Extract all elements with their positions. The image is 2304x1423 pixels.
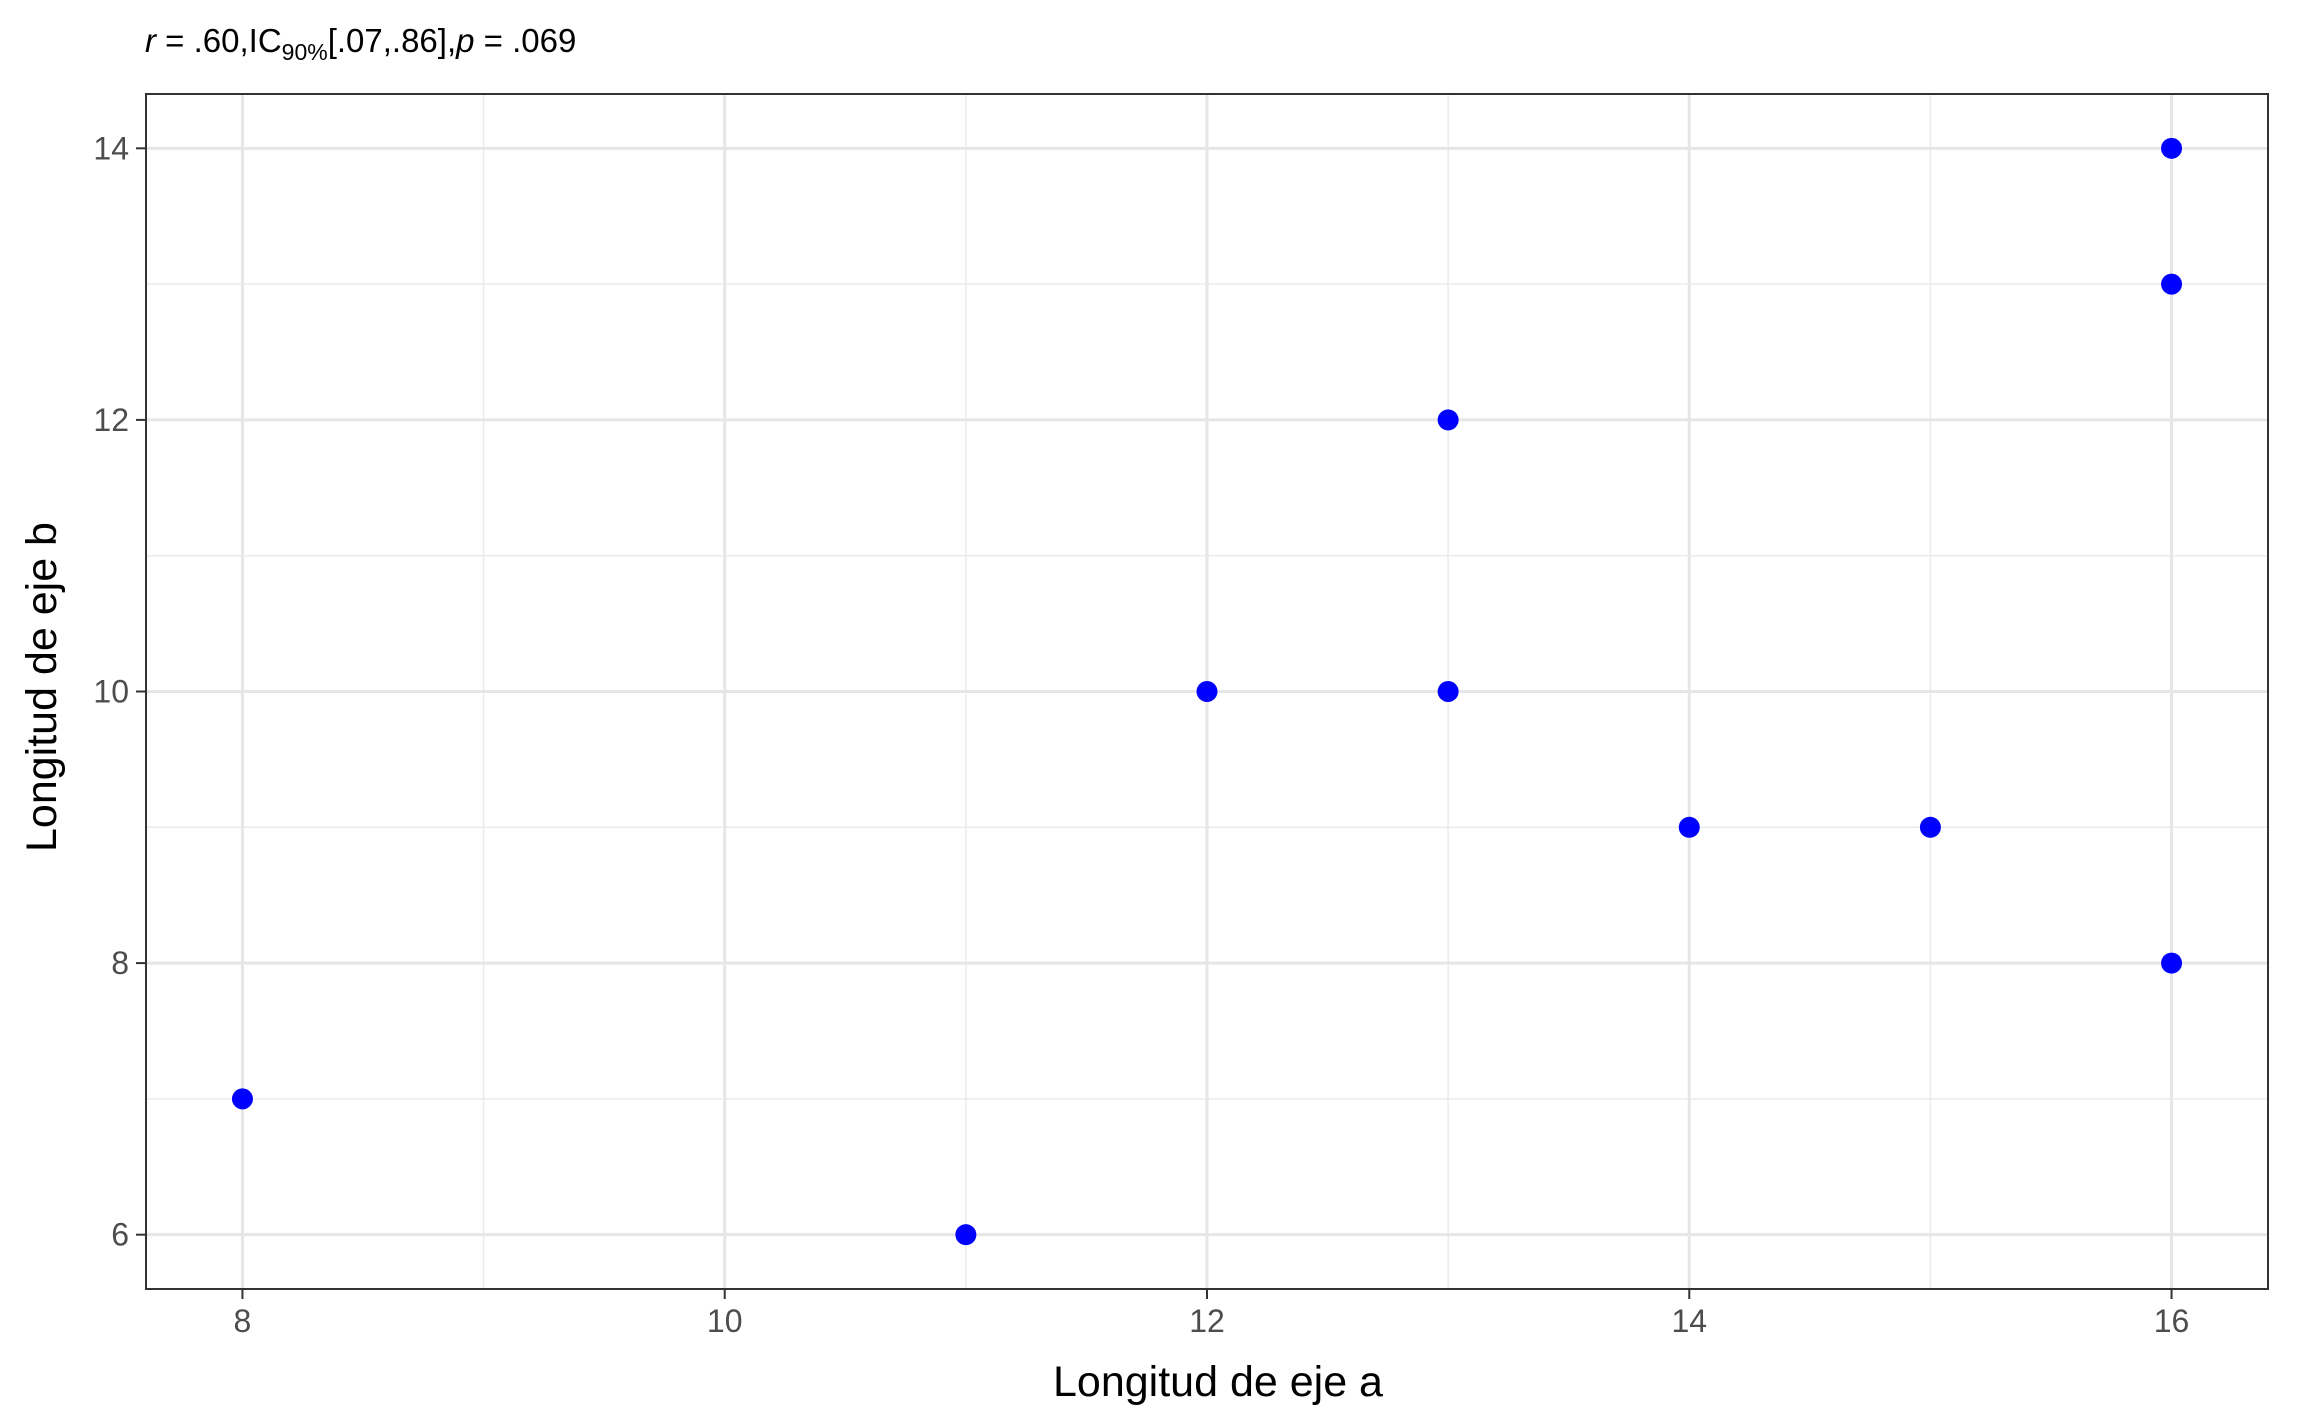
data-point [2161, 273, 2183, 295]
data-point [1196, 681, 1218, 702]
data-point [1437, 681, 1459, 702]
x-tick-label: 10 [707, 1303, 743, 1339]
x-tick-label: 8 [234, 1303, 252, 1339]
data-point [1437, 409, 1459, 431]
subtitle-ci-label: IC [249, 22, 282, 59]
y-tick-label: 10 [93, 674, 129, 710]
chart-subtitle: r = .60,IC90%[.07,.86],p = .069 [145, 22, 576, 65]
subtitle-p-value: = .069 [475, 22, 577, 59]
subtitle-ci-value: [.07,.86], [328, 22, 456, 59]
x-axis-ticks: 8 10 12 14 16 [234, 1289, 2190, 1339]
y-tick-label: 8 [111, 945, 129, 981]
y-tick-label: 6 [111, 1217, 129, 1253]
subtitle-p-symbol: p [455, 22, 474, 59]
data-point [1678, 816, 1700, 838]
data-point [2161, 137, 2183, 159]
data-points [231, 137, 2183, 1246]
subtitle-r-value: = .60, [156, 22, 249, 59]
y-axis-title: Longitud de eje b [18, 522, 66, 852]
x-tick-label: 16 [2154, 1303, 2190, 1339]
y-tick-label: 12 [93, 402, 129, 438]
x-tick-label: 14 [1671, 1303, 1707, 1339]
x-tick-label: 12 [1189, 1303, 1225, 1339]
x-axis-title: Longitud de eje a [1053, 1358, 1383, 1406]
y-axis-ticks: 6 8 10 12 14 [93, 130, 146, 1253]
subtitle-r-symbol: r [145, 22, 158, 59]
data-point [955, 1224, 977, 1246]
data-point [1919, 816, 1941, 838]
data-point [2161, 952, 2183, 974]
subtitle-ci-subscript: 90% [282, 39, 328, 65]
y-tick-label: 14 [93, 130, 129, 166]
data-point [231, 1088, 253, 1110]
